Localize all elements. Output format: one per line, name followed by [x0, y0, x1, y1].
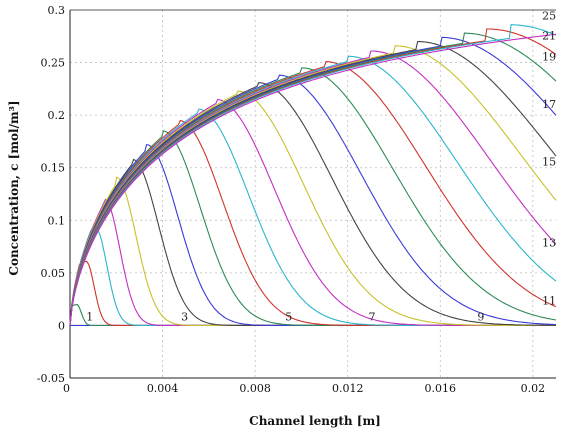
- x-tick-label: 0.004: [147, 382, 179, 395]
- series-line-4: [69, 198, 556, 326]
- series-line-18: [69, 50, 557, 326]
- series-line-17: [69, 55, 557, 326]
- curve-label: 21: [542, 30, 556, 43]
- series-line-25: [69, 33, 557, 326]
- curve-label: 17: [542, 98, 556, 111]
- x-axis-label: Channel length [m]: [249, 414, 381, 428]
- y-tick-label: 0.2: [48, 109, 66, 122]
- x-tick-label: 0: [63, 382, 70, 395]
- curve-label: 13: [542, 237, 556, 250]
- y-tick-label: -0.05: [37, 372, 65, 385]
- grid: [70, 10, 556, 378]
- tick-labels: 0 0.004 0.008 0.012 0.016 0.02-0.0500.050.10.…: [37, 4, 545, 395]
- series-line-12: [69, 90, 556, 326]
- series-line-21: [69, 36, 557, 326]
- y-tick-label: 0.05: [41, 267, 66, 280]
- x-tick-label: 0.016: [425, 382, 457, 395]
- series-line-22: [69, 32, 557, 326]
- y-tick-label: 0.3: [48, 4, 66, 17]
- curve-label: 25: [542, 10, 556, 23]
- series-line-20: [69, 40, 557, 326]
- series-line-13: [69, 82, 556, 326]
- curve-label: 15: [542, 156, 556, 169]
- series-line-9: [69, 119, 556, 326]
- y-axis-label: Concentration, c [mol/m³]: [7, 100, 21, 275]
- y-tick-label: 0.25: [41, 57, 66, 70]
- series-line-16: [69, 60, 557, 326]
- y-tick-label: 0.15: [41, 162, 66, 175]
- curve-label: 19: [542, 51, 556, 64]
- x-tick-label: 0.02: [521, 382, 546, 395]
- x-tick-label: 0.012: [332, 382, 364, 395]
- series-line-19: [69, 45, 557, 326]
- curve-label: 1: [86, 310, 93, 323]
- series-group: [69, 24, 557, 326]
- curve-label: 9: [477, 310, 484, 323]
- x-tick-label: 0.008: [239, 382, 271, 395]
- series-line-14: [69, 74, 556, 326]
- curve-label: 5: [285, 310, 292, 323]
- curve-label: 11: [542, 295, 556, 308]
- y-tick-label: 0: [58, 319, 65, 332]
- y-tick-label: 0.1: [48, 214, 66, 227]
- curve-label: 7: [369, 310, 376, 323]
- series-line-6: [69, 158, 556, 326]
- series-line-11: [69, 98, 556, 326]
- series-line-24: [69, 24, 557, 326]
- curve-label: 3: [181, 310, 188, 323]
